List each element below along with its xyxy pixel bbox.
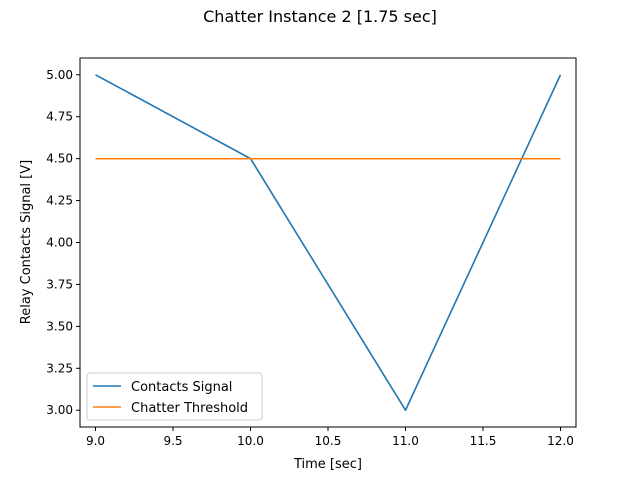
- y-tick-label: 3.50: [46, 319, 73, 333]
- x-axis-ticks: 9.0 9.5 10.0 10.5 11.0 11.5 12.0: [86, 427, 574, 448]
- x-tick-label: 11.0: [392, 434, 419, 448]
- y-tick-label: 4.25: [46, 194, 73, 208]
- x-tick-label: 10.5: [315, 434, 342, 448]
- x-tick-label: 9.5: [163, 434, 182, 448]
- legend-entries: Contacts Signal Chatter Threshold: [93, 380, 248, 416]
- axes-frame: [79, 57, 577, 428]
- x-axis-label: Time [sec]: [293, 457, 362, 472]
- y-axis-label: Relay Contacts Signal [V]: [19, 160, 34, 324]
- y-tick-label: 5.00: [46, 68, 73, 82]
- y-axis-ticks: 3.00 3.25 3.50 3.75 4.00 4.25 4.50 4.75 5.00: [46, 68, 80, 417]
- y-tick-label: 4.75: [46, 110, 73, 124]
- legend-label-1: Chatter Threshold: [131, 401, 248, 416]
- plot-area: [79, 57, 577, 428]
- series-line-0: [95, 74, 562, 412]
- y-tick-label: 4.50: [46, 152, 73, 166]
- y-tick-label: 3.25: [46, 361, 73, 375]
- y-tick-label: 3.75: [46, 277, 73, 291]
- series-layer: [95, 74, 562, 412]
- x-tick-label: 9.0: [86, 434, 105, 448]
- legend-box: [86, 372, 263, 421]
- y-tick-label: 4.00: [46, 236, 73, 250]
- legend: Contacts Signal Chatter Threshold: [86, 372, 263, 421]
- x-tick-label: 12.0: [547, 434, 574, 448]
- x-tick-label: 10.0: [237, 434, 264, 448]
- legend-label-0: Contacts Signal: [131, 380, 232, 395]
- chart-title: Chatter Instance 2 [1.75 sec]: [203, 7, 437, 26]
- x-tick-label: 11.5: [470, 434, 497, 448]
- y-tick-label: 3.00: [46, 403, 73, 417]
